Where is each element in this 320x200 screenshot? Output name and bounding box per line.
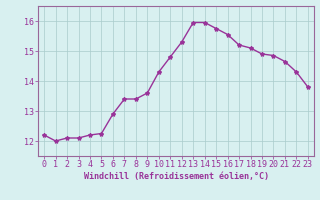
X-axis label: Windchill (Refroidissement éolien,°C): Windchill (Refroidissement éolien,°C) [84, 172, 268, 181]
